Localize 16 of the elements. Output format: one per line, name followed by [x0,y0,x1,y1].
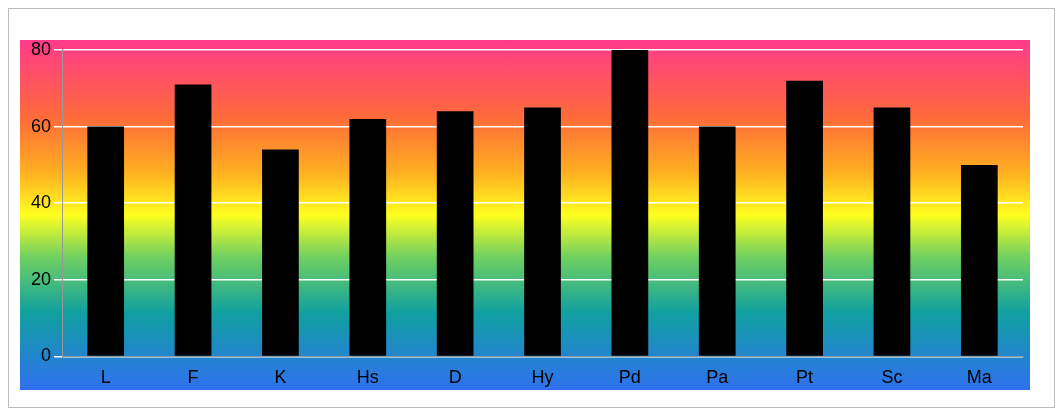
y-tick-label: 0 [41,345,52,366]
x-tick-label: L [100,367,111,388]
x-tick-label: Sc [881,367,903,388]
x-tick-label: Hs [356,367,379,388]
x-tick-label: Pt [796,367,814,388]
y-tick-label: 60 [30,115,52,136]
x-tick-label: K [274,367,287,388]
y-tick-label: 80 [30,38,52,59]
x-tick-label: Ma [966,367,993,388]
x-tick-label: Pa [706,367,730,388]
x-tick-label: F [187,367,199,388]
x-tick-label: Hy [531,367,554,388]
x-tick-label: Pd [618,367,641,388]
y-tick-label: 40 [30,192,52,213]
x-tick-label: D [448,367,462,388]
y-tick-label: 20 [30,268,52,289]
